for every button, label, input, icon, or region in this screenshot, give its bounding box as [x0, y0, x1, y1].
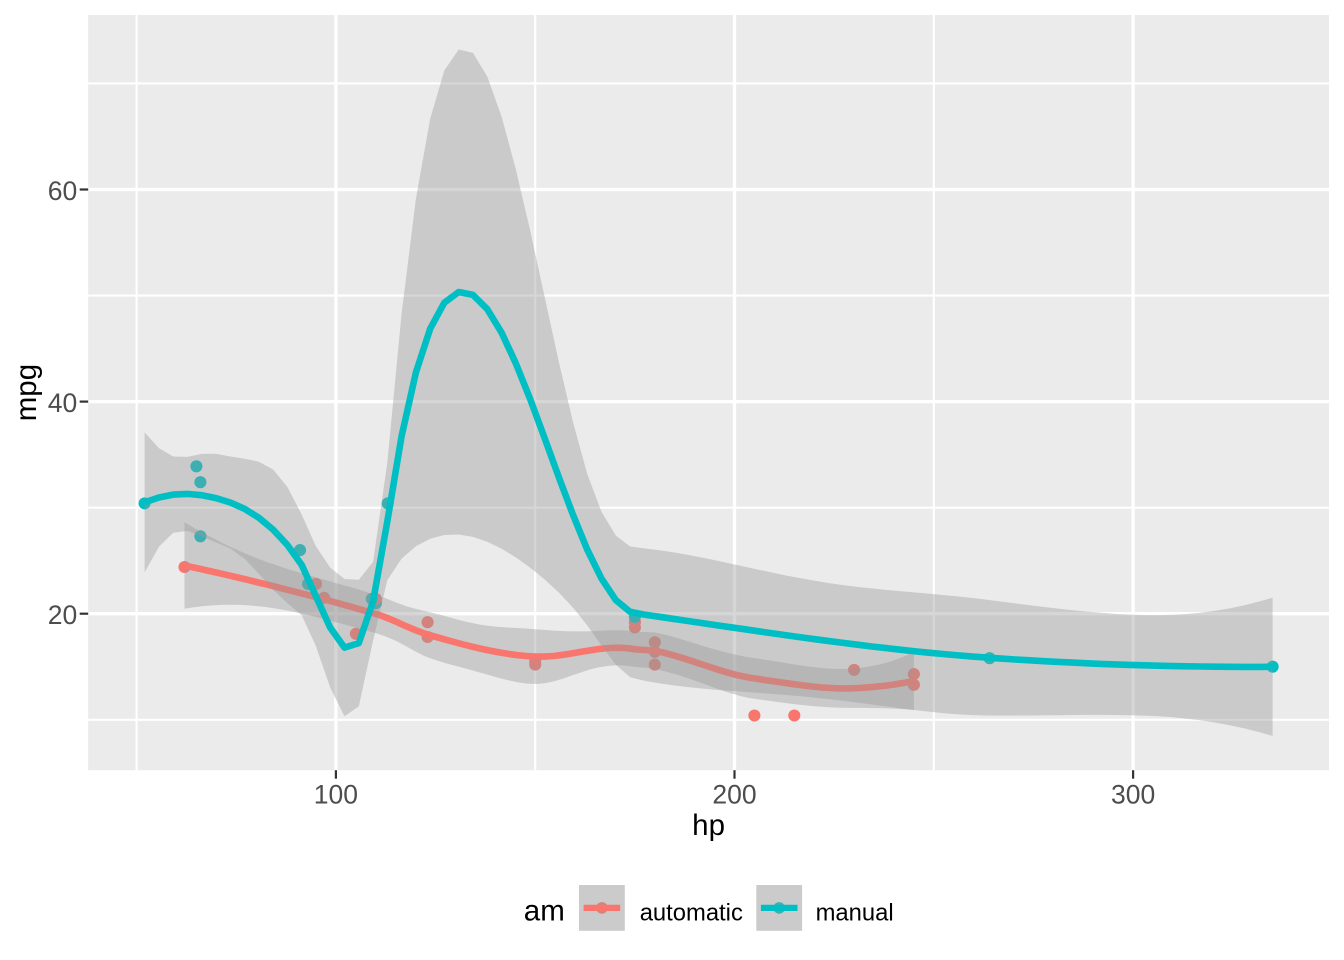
- svg-text:am: am: [524, 894, 565, 927]
- svg-text:mpg: mpg: [10, 364, 43, 421]
- svg-text:60: 60: [48, 176, 77, 206]
- svg-text:manual: manual: [816, 899, 894, 926]
- svg-text:hp: hp: [692, 809, 725, 842]
- svg-text:20: 20: [48, 600, 77, 630]
- svg-text:200: 200: [712, 780, 756, 810]
- svg-text:40: 40: [48, 388, 77, 418]
- svg-text:100: 100: [314, 780, 358, 810]
- svg-text:automatic: automatic: [640, 899, 743, 926]
- svg-text:300: 300: [1111, 780, 1155, 810]
